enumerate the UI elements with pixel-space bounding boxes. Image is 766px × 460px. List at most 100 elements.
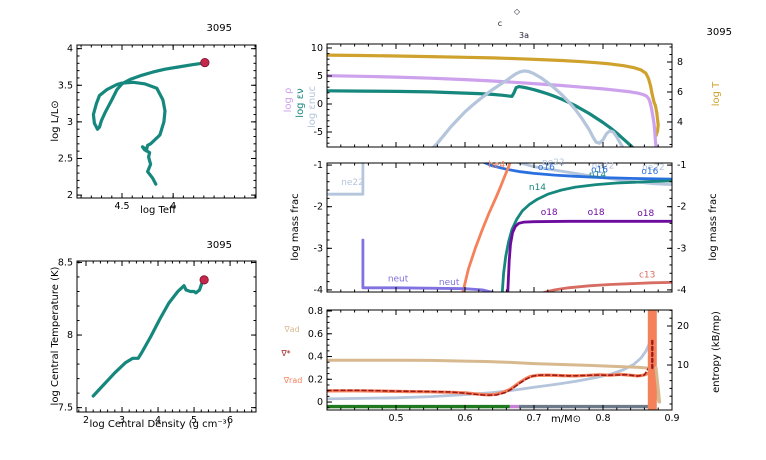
trho-yaxis-label: log Central Temperature (K) bbox=[50, 266, 61, 406]
curve-label-o16: o16 bbox=[591, 166, 608, 176]
x-tick-label: 0.9 bbox=[664, 413, 679, 424]
hr-xaxis-label: log Teff bbox=[140, 205, 176, 216]
y2-tick-label: -3 bbox=[677, 243, 686, 254]
series-neut bbox=[361, 238, 494, 292]
curve-label-he4: he4 bbox=[488, 161, 505, 171]
series-log-rho bbox=[327, 74, 658, 147]
central-t-rho-ticks bbox=[77, 261, 256, 412]
y2-tick-label: -4 bbox=[677, 285, 686, 296]
y-tick-label: -2 bbox=[314, 202, 323, 213]
y2-tick-label: 20 bbox=[677, 321, 689, 332]
profile-gradients-frame bbox=[326, 309, 673, 411]
series-grad-star bbox=[327, 367, 650, 397]
top-panel-ylabel-log-rho: log ρ bbox=[283, 87, 294, 113]
profile-xaxis-label: m/M⊙ bbox=[550, 414, 582, 425]
curve-label-ne22: ne22 bbox=[592, 161, 615, 171]
curve-label-n14: n14 bbox=[529, 183, 546, 193]
x-tick-label: 5 bbox=[191, 415, 197, 426]
top-panel-ylabel-log-eps-nu: log εν bbox=[295, 88, 306, 118]
y-tick-label: -1 bbox=[314, 160, 323, 171]
curve-label-o16: o16 bbox=[641, 167, 658, 177]
burn-annotation: 3a bbox=[519, 31, 529, 40]
grad-star-label: ∇* bbox=[281, 349, 291, 358]
series-log-T bbox=[327, 53, 660, 138]
y-tick-label: 3.5 bbox=[58, 80, 73, 91]
profile-top-ticks bbox=[326, 44, 673, 147]
curve-label-ne22: ne22 bbox=[542, 158, 565, 168]
x-tick-label: 4.5 bbox=[114, 201, 129, 212]
profile-model-number: 3095 bbox=[706, 27, 732, 38]
series-n14 bbox=[500, 179, 672, 292]
series-c13 bbox=[542, 280, 672, 292]
y-tick-label: 2 bbox=[67, 190, 73, 201]
top-panel-ylabel-log-T: log T bbox=[711, 81, 722, 107]
curve-label-o18: o18 bbox=[637, 209, 654, 219]
profile-abundances-frame bbox=[326, 162, 673, 293]
trho-xaxis-label: log Central Density (g cm⁻³) bbox=[89, 419, 231, 430]
series-o16 bbox=[482, 163, 672, 181]
central-t-rho-curves bbox=[91, 275, 209, 398]
mixing-bar-violet bbox=[509, 404, 519, 409]
y2-tick-label: -1 bbox=[677, 160, 686, 171]
y2-tick-label: 4 bbox=[677, 117, 683, 128]
current-model-dot bbox=[199, 275, 209, 285]
x-tick-label: 0.8 bbox=[595, 413, 610, 424]
grad-ad-label: ∇ad bbox=[284, 325, 300, 334]
y-tick-label: 0 bbox=[317, 397, 323, 408]
profile-gradients-curves bbox=[327, 310, 662, 410]
mixing-bar-slate bbox=[518, 404, 655, 409]
abund-panel-ylabel-left: log mass frac bbox=[290, 193, 301, 261]
profile-top-frame bbox=[326, 43, 673, 148]
hr-model-number: 3095 bbox=[206, 23, 232, 34]
x-tick-label: 6 bbox=[227, 415, 233, 426]
y2-tick-label: -2 bbox=[677, 202, 686, 213]
series-log-eps-nuc bbox=[431, 69, 625, 147]
y-tick-label: 0.6 bbox=[308, 329, 323, 340]
y2-tick-label: 6 bbox=[677, 87, 683, 98]
curve-label-ne22: ne22 bbox=[642, 163, 665, 173]
series-hr-track bbox=[91, 60, 207, 186]
y-tick-label: 7.5 bbox=[58, 403, 73, 414]
y-tick-label: 0.8 bbox=[308, 306, 323, 317]
series-he4 bbox=[461, 163, 512, 292]
abund-panel-ylabel-right: log mass frac bbox=[708, 193, 719, 261]
series-ne22-core bbox=[327, 163, 365, 196]
x-tick-label: 3 bbox=[119, 415, 125, 426]
current-model-dot bbox=[200, 57, 210, 68]
y2-tick-label: 8 bbox=[677, 57, 683, 68]
y-tick-label: 0.2 bbox=[308, 374, 323, 385]
y-tick-label: 8.5 bbox=[58, 257, 73, 268]
central-t-rho-frame bbox=[76, 260, 257, 413]
curve-label-n14: n14 bbox=[589, 171, 606, 181]
y-tick-label: -5 bbox=[314, 127, 323, 138]
mixing-bar-green bbox=[327, 404, 510, 409]
hr-diagram-ticks bbox=[77, 45, 256, 198]
series-entropy bbox=[327, 338, 652, 401]
burn-annotation: c bbox=[497, 19, 503, 28]
x-tick-label: 2 bbox=[83, 415, 89, 426]
hr-diagram-curves bbox=[91, 57, 210, 186]
burn-annotation: ◇ bbox=[513, 7, 521, 16]
y-tick-label: 4 bbox=[67, 44, 73, 55]
profile-abundances-curves bbox=[327, 163, 672, 292]
y-tick-label: 10 bbox=[311, 43, 323, 54]
y-tick-label: 0.4 bbox=[308, 352, 323, 363]
curve-label-neut: neut bbox=[439, 278, 460, 288]
series-log-eps-nu bbox=[327, 84, 635, 147]
grad-panel-ylabel-entropy: entropy (kB/mp) bbox=[711, 311, 722, 393]
curve-label-o16: o16 bbox=[538, 163, 555, 173]
y-tick-label: -3 bbox=[314, 243, 323, 254]
x-tick-label: 0.6 bbox=[457, 413, 472, 424]
series-trho-track bbox=[91, 278, 206, 398]
curve-label-neut: neut bbox=[388, 275, 409, 285]
trho-model-number: 3095 bbox=[206, 240, 232, 251]
curve-label-o18: o18 bbox=[588, 208, 605, 218]
curve-label-c13: c13 bbox=[639, 270, 655, 280]
profile-top-curves bbox=[327, 53, 660, 147]
profile-gradients-ticks bbox=[326, 309, 673, 410]
y2-tick-label: 10 bbox=[677, 360, 689, 371]
top-panel-ylabel-log-eps-nuc: log εnuc bbox=[307, 85, 318, 129]
y-tick-label: 0 bbox=[317, 99, 323, 110]
profile-abundances-ticks bbox=[326, 163, 673, 292]
